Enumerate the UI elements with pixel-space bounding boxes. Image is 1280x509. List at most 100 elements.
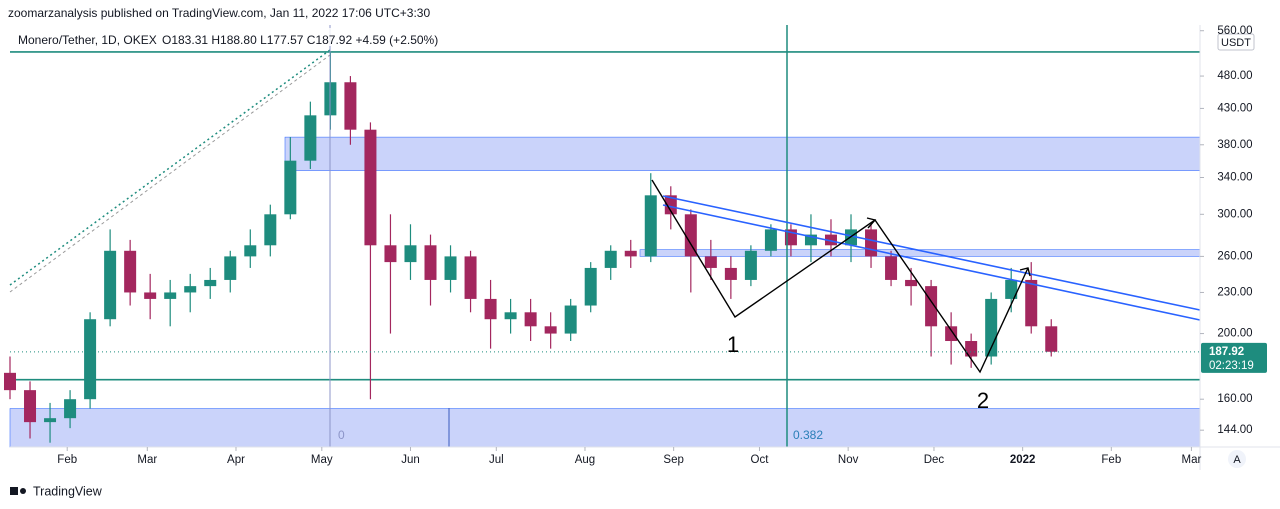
candle-body [744, 250, 757, 280]
candle-body [885, 256, 898, 280]
ohlc: O183.31 H188.80 L177.57 C187.92 +4.59 (+… [162, 33, 438, 47]
candle-body [604, 250, 617, 268]
trend-line [662, 195, 1201, 311]
candle-body [264, 214, 277, 246]
candle-body [244, 245, 257, 257]
zone [284, 136, 1201, 171]
scale-mode[interactable]: A [1233, 454, 1241, 466]
plot [4, 51, 1201, 448]
candle-body [1005, 279, 1018, 299]
candle-body [905, 279, 918, 287]
candle-body [544, 326, 557, 334]
candle-body [384, 245, 397, 263]
x-tick-label: Sep [663, 454, 683, 466]
brand-logo [10, 487, 26, 495]
zone [9, 408, 1201, 448]
annotation: 2 [977, 388, 989, 413]
candle-body [464, 256, 477, 299]
candle-body [524, 312, 537, 327]
candle-body [444, 256, 457, 280]
y-tick-label: 430.00 [1217, 102, 1252, 114]
currency-box [1217, 33, 1255, 51]
candle-body [1045, 326, 1058, 352]
price-label: 187.92 [1209, 346, 1244, 358]
x-tick-label: May [311, 454, 333, 466]
candle-body [504, 312, 517, 320]
candle-body [224, 256, 237, 280]
y-tick-label: 480.00 [1217, 70, 1252, 82]
x-tick-label: Apr [227, 454, 245, 466]
candle-body [284, 160, 297, 215]
x-tick-label: Feb [57, 454, 77, 466]
x-tick-label: 2022 [1010, 454, 1036, 466]
y-tick-label: 380.00 [1217, 139, 1252, 151]
candle-body [304, 115, 317, 161]
annotation: 1 [727, 332, 739, 357]
candle-body [624, 250, 637, 257]
candle-body [564, 305, 577, 334]
candle-body [344, 82, 357, 130]
y-tick-label: 260.00 [1217, 250, 1252, 262]
candle-body [104, 250, 117, 320]
symbol: Monero/Tether, 1D, OKEX [18, 33, 157, 47]
candle-body [124, 250, 137, 293]
y-tick-label: 160.00 [1217, 393, 1252, 405]
x-tick-label: Mar [1182, 454, 1202, 466]
x-tick-label: Dec [924, 454, 945, 466]
y-tick-label: 340.00 [1217, 172, 1252, 184]
legend-bg [10, 28, 450, 46]
candle-body [945, 326, 958, 342]
candle-body [684, 214, 697, 257]
x-tick-label: Mar [137, 454, 157, 466]
candle-body [24, 390, 37, 423]
candle-body [965, 341, 978, 357]
brand: TradingView [33, 484, 103, 498]
arrow-head [1019, 267, 1031, 277]
x-tick-label: Oct [751, 454, 770, 466]
scale-button[interactable] [1228, 450, 1246, 468]
candle-body [644, 195, 657, 257]
x-tick-label: Jul [489, 454, 504, 466]
annotation: 0.382 [793, 428, 823, 442]
fib-line [9, 49, 331, 286]
candle-body [164, 292, 177, 299]
arrow-head [866, 217, 877, 229]
y-tick-label: 560.00 [1217, 25, 1252, 37]
y-tick-label: 144.00 [1217, 424, 1252, 436]
candle-body [4, 372, 16, 391]
candle-body [144, 292, 157, 299]
candle-body [364, 129, 377, 246]
x-tick-label: Feb [1101, 454, 1121, 466]
candle-body [704, 256, 717, 268]
x-tick-label: Nov [838, 454, 859, 466]
candle-body [484, 298, 497, 320]
countdown: 02:23:19 [1209, 360, 1254, 372]
candle-body [804, 234, 817, 246]
publisher: zoomarzanalysis published on TradingView… [8, 6, 430, 20]
x-tick-label: Jun [401, 454, 420, 466]
candle-body [724, 267, 737, 280]
candle-body [764, 229, 777, 251]
candle-body [664, 195, 677, 215]
candle-body [1025, 279, 1038, 327]
candle-body [824, 234, 837, 246]
y-tick-label: 200.00 [1217, 328, 1252, 340]
price-box [1201, 342, 1267, 373]
y-tick-label: 230.00 [1217, 286, 1252, 298]
candle-body [204, 279, 217, 287]
annotation: 0 [338, 428, 345, 442]
candle-body [84, 319, 97, 400]
currency: USDT [1221, 37, 1251, 49]
candle-body [424, 245, 437, 280]
trend-line [662, 204, 1201, 321]
fib-line [9, 54, 331, 293]
candle-body [184, 286, 197, 293]
candle-body [64, 399, 77, 419]
candle-body [865, 229, 878, 257]
candle-body [404, 245, 417, 263]
candle-body [44, 418, 57, 423]
candle-body [584, 267, 597, 306]
x-tick-label: Aug [575, 454, 595, 466]
y-tick-label: 300.00 [1217, 208, 1252, 220]
